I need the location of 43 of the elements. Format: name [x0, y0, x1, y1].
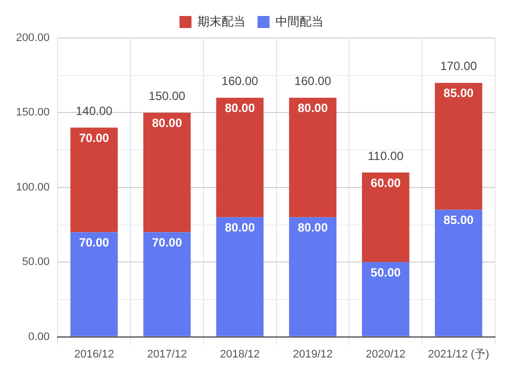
data-label: 80.00: [152, 116, 182, 130]
data-label: 50.00: [370, 265, 401, 280]
total-label: 140.00: [76, 104, 113, 118]
x-tick-label: 2018/12: [220, 348, 260, 360]
bar: [434, 82, 482, 210]
data-label: 70.00: [152, 236, 182, 250]
data-label: 85.00: [444, 213, 474, 228]
bar: [362, 262, 410, 336]
bar: [216, 217, 264, 336]
data-label: 80.00: [298, 220, 328, 235]
data-label: 70.00: [79, 130, 110, 145]
total-label: 150.00: [148, 89, 186, 104]
legend-label: 中間配当: [276, 14, 324, 28]
x-tick-label: 2017/12: [147, 348, 187, 360]
x-tick-label: 2021/12 (予): [428, 348, 490, 360]
bar: [289, 98, 336, 218]
total-label: 110.00: [368, 148, 404, 163]
data-label: 80.00: [224, 101, 256, 116]
legend-label: 期末配当: [198, 14, 246, 28]
bar: [362, 172, 410, 262]
data-label: 80.00: [298, 101, 328, 116]
y-tick-label: 100.00: [16, 181, 50, 194]
x-tick-label: 2016/12: [74, 348, 114, 360]
bar: [143, 232, 191, 336]
bar: [216, 98, 264, 218]
data-label: 70.00: [79, 236, 110, 250]
bar: [434, 210, 482, 336]
total-label: 160.00: [222, 74, 259, 88]
bar: [70, 128, 118, 232]
data-label: 80.00: [224, 220, 256, 235]
y-tick-label: 150.00: [16, 106, 50, 119]
y-tick-label: 200.00: [16, 32, 50, 44]
bar: [70, 232, 118, 336]
bar: [289, 217, 336, 336]
data-label: 60.00: [370, 176, 401, 190]
bar: [143, 112, 191, 232]
total-label: 160.00: [294, 74, 332, 88]
x-tick-label: 2020/12: [366, 348, 406, 360]
x-tick-label: 2019/12: [292, 348, 333, 360]
y-tick-label: 50.00: [22, 256, 50, 268]
y-tick-label: 0.00: [28, 330, 50, 343]
data-label: 85.00: [444, 86, 474, 100]
total-label: 170.00: [440, 59, 478, 74]
